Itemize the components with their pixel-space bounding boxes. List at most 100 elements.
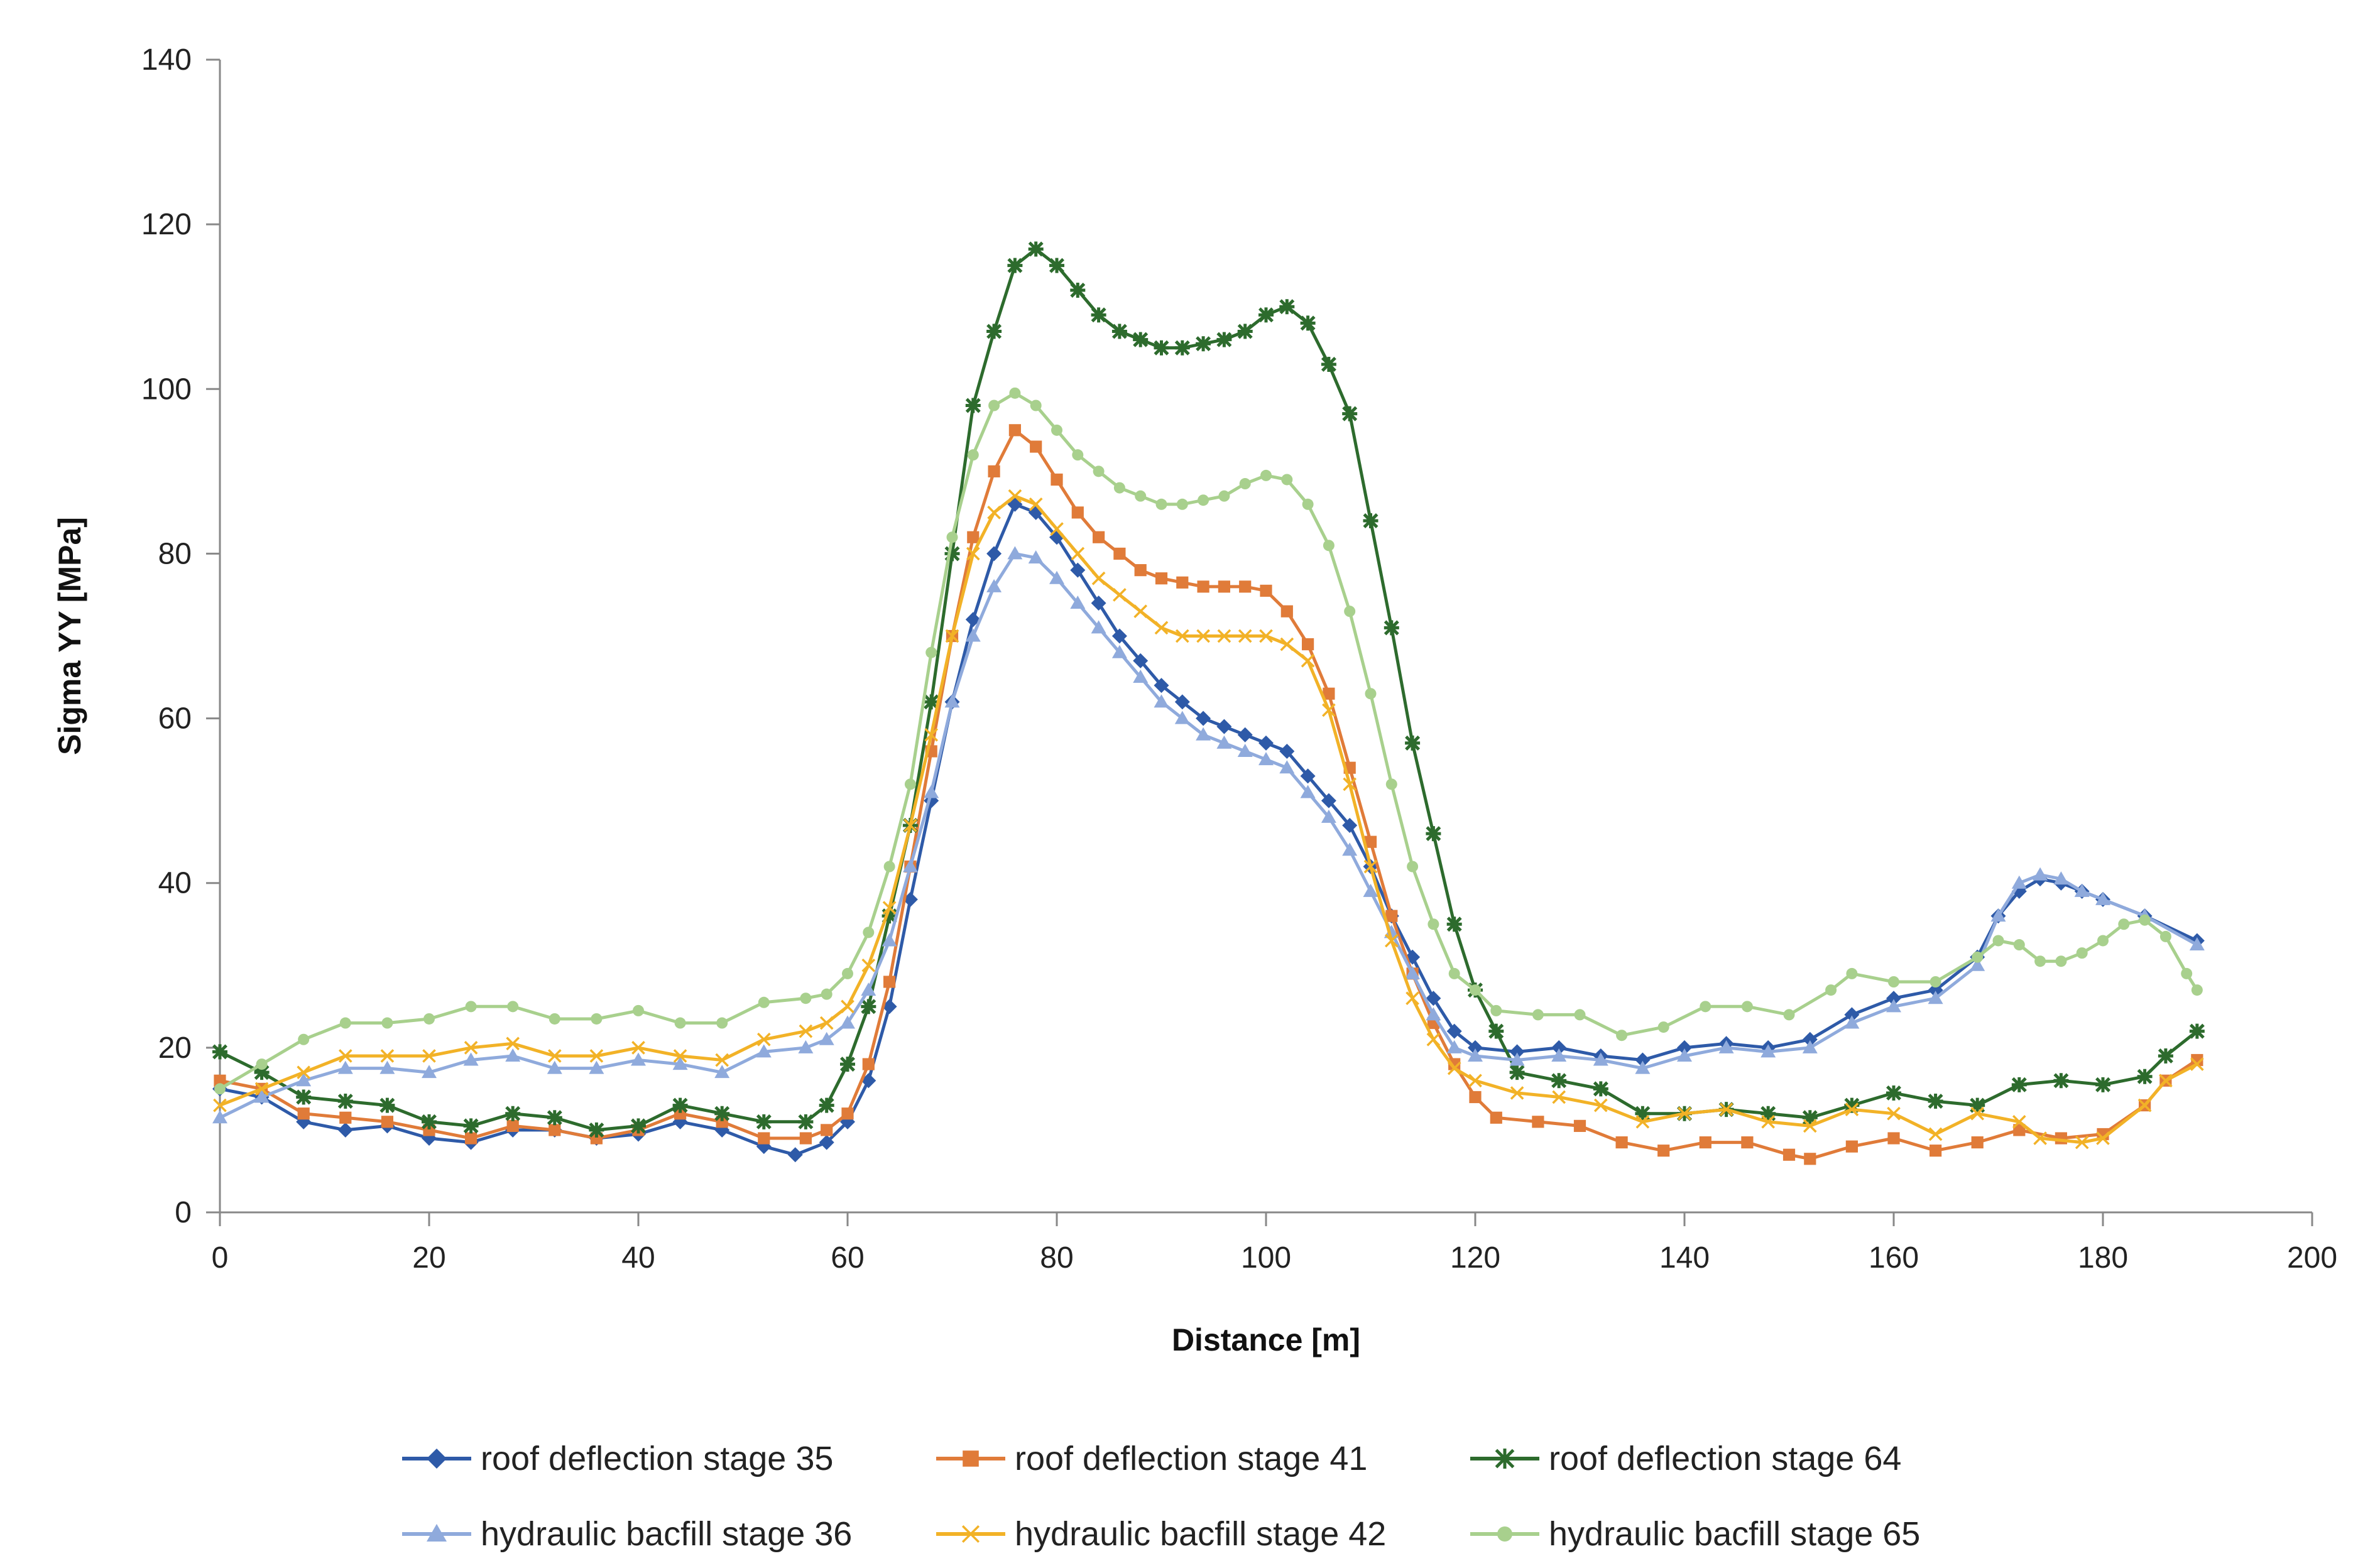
data-point — [1761, 1114, 1776, 1129]
data-point — [1384, 620, 1399, 636]
y-tick-label: 40 — [158, 867, 192, 900]
data-point — [966, 547, 980, 561]
data-point — [547, 1049, 562, 1063]
data-point — [819, 1097, 834, 1113]
data-point — [1300, 768, 1316, 784]
data-point — [1260, 584, 1272, 597]
data-point — [1258, 307, 1274, 323]
data-point — [1574, 1009, 1586, 1021]
data-point — [799, 1024, 813, 1038]
data-point — [589, 1122, 604, 1138]
data-point — [1028, 550, 1044, 563]
data-point — [1216, 332, 1232, 347]
data-point — [1446, 1023, 1462, 1039]
data-point — [842, 967, 853, 979]
data-point — [633, 1004, 644, 1016]
legend-marker — [961, 1525, 980, 1543]
data-point — [1447, 1061, 1461, 1075]
data-point — [1196, 710, 1211, 726]
x-tick-label: 180 — [2078, 1241, 2128, 1275]
data-point — [1260, 469, 1272, 481]
data-point — [882, 901, 897, 915]
data-point — [1825, 984, 1837, 996]
data-point — [1070, 562, 1086, 578]
data-point — [1657, 1145, 1670, 1157]
data-point — [1196, 629, 1210, 643]
data-point — [716, 1017, 728, 1029]
data-point — [1573, 1119, 1586, 1132]
data-point — [337, 1094, 353, 1109]
data-point — [1302, 498, 1314, 510]
data-point — [214, 1083, 226, 1095]
legend-label: hydraulic bacfill stage 36 — [481, 1515, 852, 1553]
data-point — [631, 1052, 646, 1066]
data-point — [1510, 1086, 1524, 1100]
x-tick-label: 200 — [2287, 1241, 2337, 1275]
data-point — [756, 1114, 772, 1129]
data-point — [1344, 606, 1356, 617]
legend: roof deflection stage 35 roof deflection … — [402, 1440, 1920, 1553]
data-point — [1217, 629, 1231, 643]
data-point — [506, 1036, 520, 1051]
data-point — [1363, 883, 1378, 897]
data-point — [1281, 474, 1293, 486]
data-point — [1760, 1044, 1776, 1058]
data-point — [1342, 817, 1358, 833]
data-point — [1007, 546, 1023, 560]
series-line — [219, 391, 2198, 1091]
data-point — [254, 1065, 270, 1080]
data-point — [1093, 531, 1105, 543]
data-point — [339, 1017, 351, 1029]
data-point — [1700, 1001, 1711, 1013]
data-point — [423, 1013, 435, 1025]
data-point — [1615, 1136, 1628, 1149]
data-point — [1300, 785, 1316, 798]
data-point — [1593, 1052, 1608, 1066]
data-point — [296, 1089, 312, 1105]
data-point — [1844, 1007, 1860, 1023]
data-point — [2189, 937, 2205, 951]
data-point — [1071, 547, 1085, 561]
data-point — [631, 1118, 646, 1134]
data-point — [1009, 387, 1021, 399]
data-point — [381, 1017, 393, 1029]
data-point — [1803, 1119, 1817, 1133]
legend-marker — [963, 1450, 979, 1467]
data-point — [1216, 735, 1232, 749]
data-point — [422, 1049, 436, 1063]
data-point — [1072, 449, 1084, 461]
data-point — [988, 400, 1000, 411]
data-point — [986, 324, 1002, 339]
data-point — [1154, 678, 1169, 693]
data-point — [2096, 1131, 2110, 1145]
x-tick-label: 140 — [1659, 1241, 1710, 1275]
data-point — [337, 1122, 353, 1138]
legend-item: hydraulic bacfill stage 65 — [1470, 1515, 1920, 1553]
data-point — [841, 1107, 854, 1120]
data-point — [1238, 629, 1252, 643]
data-point — [1718, 1040, 1734, 1053]
data-point — [967, 531, 980, 543]
data-point — [1176, 576, 1189, 589]
data-point — [1198, 494, 1209, 506]
data-point — [1448, 967, 1460, 979]
data-point — [2012, 1114, 2026, 1129]
data-point — [1928, 991, 1943, 1004]
data-point — [924, 694, 939, 710]
data-point — [1196, 727, 1211, 741]
data-point — [819, 1031, 834, 1045]
data-point — [673, 1049, 687, 1063]
x-axis-ticks: 0 20 40 60 80 100 120 140 160 180 200 — [212, 1212, 2337, 1275]
data-point — [1426, 1007, 1441, 1021]
data-point — [1237, 727, 1253, 742]
data-point — [1928, 1127, 1943, 1141]
data-point — [1448, 1058, 1461, 1070]
data-point — [1551, 1040, 1567, 1055]
data-point — [1133, 670, 1149, 683]
data-point — [756, 1044, 772, 1058]
data-point — [2137, 1098, 2152, 1112]
data-point — [2118, 918, 2130, 930]
data-point — [903, 819, 917, 832]
data-point — [506, 1119, 519, 1132]
data-point — [1113, 547, 1126, 560]
